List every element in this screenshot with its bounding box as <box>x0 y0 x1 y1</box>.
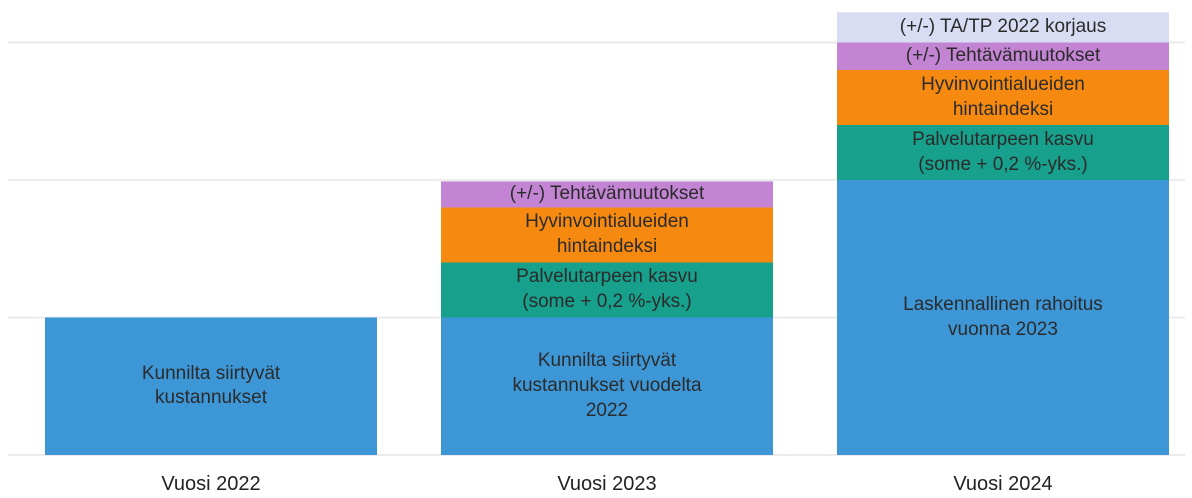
bar-segment <box>837 125 1169 180</box>
bar-segment <box>441 317 773 455</box>
x-tick-label: Vuosi 2022 <box>161 473 261 495</box>
bar-segment <box>837 12 1169 43</box>
bar-segment <box>441 181 773 208</box>
segment-label: (+/-) Tehtävämuutokset <box>509 183 705 205</box>
segment-label: Kunnilta siirtyvät kustannukset <box>141 362 281 409</box>
bar-segment <box>441 207 773 263</box>
segment-label: Hyvinvointialueiden hintaindeksi <box>525 211 689 257</box>
segment-label: (+/-) TA/TP 2022 korjaus <box>899 16 1107 38</box>
segment-label: Hyvinvointialueiden hintaindeksi <box>921 73 1085 120</box>
bar-segment <box>441 262 773 318</box>
x-tick-label: Vuosi 2024 <box>953 473 1053 495</box>
bar-segment <box>45 317 377 455</box>
segment-label: Palvelutarpeen kasvu (some + 0,2 %-yks.) <box>912 128 1094 175</box>
segment-label: Laskennallinen rahoitus vuonna 2023 <box>903 293 1103 340</box>
segment-label: Kunnilta siirtyvät kustannukset vuodelta… <box>512 350 702 421</box>
bar-segment <box>837 42 1169 70</box>
x-tick-label: Vuosi 2023 <box>557 473 657 495</box>
bar-segment <box>837 70 1169 125</box>
segment-label: Palvelutarpeen kasvu (some + 0,2 %-yks.) <box>516 266 698 312</box>
bar-segment <box>837 180 1169 455</box>
segment-label: (+/-) Tehtävämuutokset <box>905 44 1101 66</box>
